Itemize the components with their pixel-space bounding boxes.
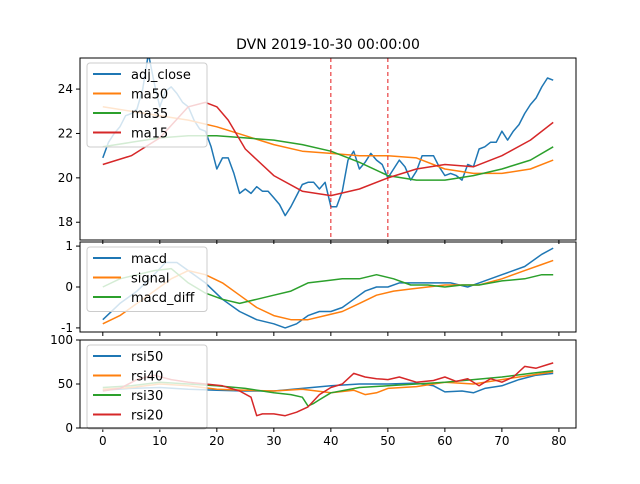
x-tick-label: 40 [323, 434, 338, 448]
legend-label-ma35: ma35 [131, 107, 168, 122]
panel-price-vlines [330, 58, 389, 240]
legend-label-rsi20: rsi20 [131, 409, 163, 424]
y-tick-label: 50 [58, 377, 73, 391]
y-tick-label: 1 [65, 239, 73, 253]
panel-macd: -1 0 1 macd signal macd_diff [61, 239, 577, 336]
panel-price-y-ticks: 18 20 22 24 [58, 82, 80, 229]
panel-rsi: 0 50 100 0 10 20 30 40 50 60 70 80 rsi50 rsi40 rsi30… [50, 333, 577, 448]
y-tick-label: 0 [65, 421, 73, 435]
legend-label-ma15: ma15 [131, 127, 168, 142]
x-tick-label: 10 [152, 434, 167, 448]
panel-price: 18 20 22 24 adj_close ma50 ma35 ma15 [58, 57, 577, 244]
legend-label-signal: signal [131, 272, 169, 287]
panel-macd-legend: macd signal macd_diff [86, 246, 208, 312]
x-tick-label: 30 [266, 434, 281, 448]
x-tick-label: 0 [99, 434, 107, 448]
panel-rsi-x-ticks: 0 10 20 30 40 50 60 70 80 [99, 428, 567, 448]
panel-macd-y-ticks: -1 0 1 [61, 239, 80, 335]
chart-title: DVN 2019-10-30 00:00:00 [236, 37, 420, 53]
y-tick-label: 20 [58, 171, 73, 185]
x-tick-label: 20 [209, 434, 224, 448]
legend-label-rsi50: rsi50 [131, 350, 163, 365]
legend-label-ma50: ma50 [131, 88, 168, 103]
legend-label-adj_close: adj_close [131, 68, 191, 83]
x-tick-label: 80 [551, 434, 566, 448]
legend-box [86, 246, 208, 312]
y-tick-label: 22 [58, 126, 73, 140]
panel-macd-x-ticks [102, 332, 560, 336]
legend-label-rsi30: rsi30 [131, 389, 163, 404]
legend-box [86, 344, 208, 430]
x-tick-label: 60 [437, 434, 452, 448]
panel-rsi-legend: rsi50 rsi40 rsi30 rsi20 [86, 344, 208, 430]
legend-label-macd: macd [131, 252, 167, 267]
legend-label-rsi40: rsi40 [131, 370, 163, 385]
legend-box [86, 62, 208, 148]
y-tick-label: 24 [58, 82, 73, 96]
legend-label-macd_diff: macd_diff [131, 291, 195, 306]
x-tick-label: 70 [494, 434, 509, 448]
y-tick-label: 18 [58, 215, 73, 229]
panel-price-legend: adj_close ma50 ma35 ma15 [86, 62, 208, 148]
panel-rsi-y-ticks: 0 50 100 [50, 333, 80, 435]
panel-rsi-frame [79, 339, 577, 429]
x-tick-label: 50 [380, 434, 395, 448]
panel-price-frame [79, 57, 577, 241]
y-tick-label: 100 [50, 333, 73, 347]
y-tick-label: -1 [61, 321, 73, 335]
y-tick-label: 0 [65, 280, 73, 294]
panel-macd-frame [79, 241, 577, 333]
